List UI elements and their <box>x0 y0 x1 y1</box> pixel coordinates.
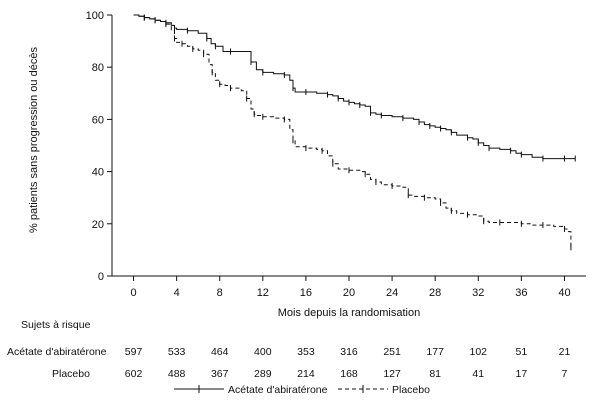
x-axis-ticks: 0 4 8 12 16 20 24 28 32 36 40 <box>130 276 571 299</box>
y-axis-ticks: 0 20 40 60 80 100 <box>86 10 112 283</box>
risk-value: 316 <box>340 346 358 358</box>
x-tick-label: 16 <box>300 287 312 299</box>
legend-label-abiraterone: Acétate d'abiratérone <box>228 384 328 396</box>
x-tick-label: 36 <box>515 287 527 299</box>
risk-value: 597 <box>125 346 143 358</box>
y-tick-label: 100 <box>86 10 104 22</box>
risk-value: 41 <box>472 368 484 380</box>
x-tick-label: 40 <box>558 287 570 299</box>
risk-value: 17 <box>516 368 528 380</box>
risk-row-label-placebo: Placebo <box>52 368 90 380</box>
x-tick-label: 28 <box>429 287 441 299</box>
risk-value: 289 <box>254 368 272 380</box>
series-line-abiraterone <box>133 14 576 160</box>
risk-table: Sujets à risque Acétate d'abiratérone Pl… <box>7 319 570 380</box>
series-layer <box>133 14 576 251</box>
x-axis-title: Mois depuis la randomisation <box>278 307 420 319</box>
legend-item-abiraterone: Acétate d'abiratérone <box>174 384 328 396</box>
risk-value: 102 <box>470 346 488 358</box>
legend: Acétate d'abiratérone Placebo <box>174 384 430 396</box>
x-tick-label: 20 <box>343 287 355 299</box>
risk-value: 7 <box>562 368 568 380</box>
legend-label-placebo: Placebo <box>392 384 430 396</box>
risk-value: 251 <box>383 346 401 358</box>
risk-value: 21 <box>559 346 571 358</box>
risk-value: 602 <box>125 368 143 380</box>
risk-value: 464 <box>211 346 229 358</box>
x-tick-label: 4 <box>174 287 180 299</box>
risk-value: 177 <box>426 346 444 358</box>
series-line-placebo <box>133 14 572 248</box>
plot-area: 0 20 40 60 80 100 0 4 8 12 16 20 24 28 32 36 40 <box>86 10 586 299</box>
risk-row-label-abiraterone: Acétate d'abiratérone <box>7 346 107 358</box>
risk-value: 400 <box>254 346 272 358</box>
risk-value: 127 <box>383 368 401 380</box>
risk-value: 533 <box>168 346 186 358</box>
y-tick-label: 20 <box>92 219 104 231</box>
risk-table-title: Sujets à risque <box>21 319 91 331</box>
risk-value: 168 <box>340 368 358 380</box>
risk-value: 214 <box>297 368 315 380</box>
y-tick-label: 0 <box>98 271 104 283</box>
risk-value: 367 <box>211 368 229 380</box>
legend-item-placebo: Placebo <box>338 384 430 396</box>
risk-value: 51 <box>516 346 528 358</box>
risk-value: 488 <box>168 368 186 380</box>
x-tick-label: 0 <box>130 287 136 299</box>
x-tick-label: 24 <box>386 287 398 299</box>
risk-value: 353 <box>297 346 315 358</box>
y-axis-title: % patients sans progression ou décès <box>28 47 40 233</box>
y-tick-label: 40 <box>92 167 104 179</box>
y-tick-label: 60 <box>92 114 104 126</box>
x-tick-label: 12 <box>257 287 269 299</box>
x-tick-label: 32 <box>472 287 484 299</box>
y-tick-label: 80 <box>92 62 104 74</box>
risk-value: 81 <box>429 368 441 380</box>
x-tick-label: 8 <box>217 287 223 299</box>
